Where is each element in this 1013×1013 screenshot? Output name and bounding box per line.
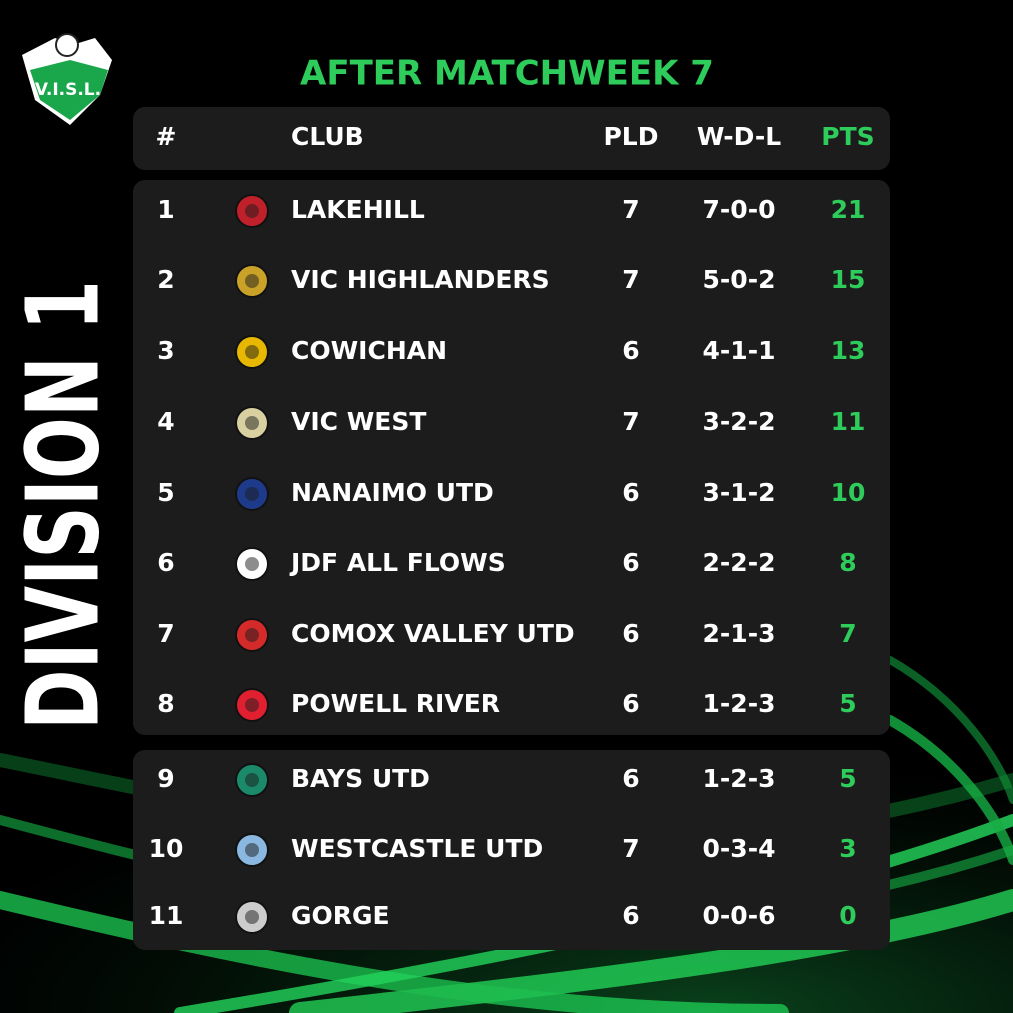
record: 1-2-3 (703, 764, 776, 793)
club-crest-inner (245, 416, 259, 430)
points: 8 (839, 548, 856, 577)
rank: 2 (157, 265, 174, 294)
record: 0-3-4 (703, 834, 776, 863)
logo-text: V.I.S.L. (35, 80, 101, 100)
column-header: W-D-L (697, 122, 781, 151)
club-name: LAKEHILL (291, 195, 425, 224)
club-name: BAYS UTD (291, 764, 430, 793)
points: 21 (831, 195, 866, 224)
rank: 5 (157, 478, 174, 507)
points: 0 (839, 901, 856, 930)
rank: 3 (157, 336, 174, 365)
record: 3-2-2 (703, 407, 776, 436)
record: 2-1-3 (703, 619, 776, 648)
played: 7 (622, 834, 639, 863)
played: 6 (622, 619, 639, 648)
record: 4-1-1 (703, 336, 776, 365)
rank: 9 (157, 764, 174, 793)
club-crest-inner (245, 628, 259, 642)
played: 7 (622, 195, 639, 224)
table: # CLUB PLD W-D-L PTS 1 LAKEHILL 7 7-0-0 21 2 V… (149, 122, 875, 934)
points: 7 (839, 619, 856, 648)
club-crest-inner (245, 204, 259, 218)
table-box (133, 750, 890, 950)
rank: 10 (149, 834, 184, 863)
club-crest-inner (245, 487, 259, 501)
club-crest-inner (245, 910, 259, 924)
rank: 8 (157, 689, 174, 718)
record: 0-0-6 (703, 901, 776, 930)
points: 11 (831, 407, 866, 436)
header-box (133, 107, 890, 170)
played: 6 (622, 689, 639, 718)
column-header: CLUB (291, 122, 364, 151)
record: 3-1-2 (703, 478, 776, 507)
club-name: COMOX VALLEY UTD (291, 619, 575, 648)
rank: 7 (157, 619, 174, 648)
club-name: JDF ALL FLOWS (289, 548, 506, 577)
points: 13 (831, 336, 866, 365)
club-crest-inner (245, 843, 259, 857)
club-name: VIC HIGHLANDERS (291, 265, 550, 294)
played: 6 (622, 901, 639, 930)
played: 6 (622, 478, 639, 507)
logo-ball (55, 33, 79, 57)
title: AFTER MATCHWEEK 7 (300, 54, 714, 94)
points: 10 (831, 478, 866, 507)
column-header: PLD (603, 122, 658, 151)
played: 6 (622, 764, 639, 793)
club-crest-inner (245, 274, 259, 288)
played: 7 (622, 407, 639, 436)
points: 5 (839, 689, 856, 718)
club-crest-inner (245, 773, 259, 787)
club-name: COWICHAN (291, 336, 447, 365)
played: 7 (622, 265, 639, 294)
club-name: VIC WEST (291, 407, 426, 436)
club-name: POWELL RIVER (291, 689, 500, 718)
club-name: GORGE (291, 901, 390, 930)
played: 6 (622, 336, 639, 365)
record: 7-0-0 (703, 195, 776, 224)
played: 6 (622, 548, 639, 577)
column-header: PTS (821, 122, 874, 151)
club-crest-inner (245, 345, 259, 359)
points: 15 (831, 265, 866, 294)
record: 2-2-2 (703, 548, 776, 577)
logo-shield (30, 60, 108, 120)
rank: 11 (149, 901, 184, 930)
logo: V.I.S.L. (22, 33, 112, 125)
rank: 6 (157, 548, 174, 577)
record: 1-2-3 (703, 689, 776, 718)
points: 3 (839, 834, 856, 863)
rank: 1 (157, 195, 174, 224)
column-header: # (156, 122, 177, 151)
division-label: DIVISION 1 (4, 280, 121, 730)
club-name: NANAIMO UTD (291, 478, 494, 507)
table-box (133, 180, 890, 735)
record: 5-0-2 (703, 265, 776, 294)
rank: 4 (157, 407, 174, 436)
club-name: WESTCASTLE UTD (291, 834, 543, 863)
club-crest-inner (245, 698, 259, 712)
club-crest-inner (245, 557, 259, 571)
points: 5 (839, 764, 856, 793)
